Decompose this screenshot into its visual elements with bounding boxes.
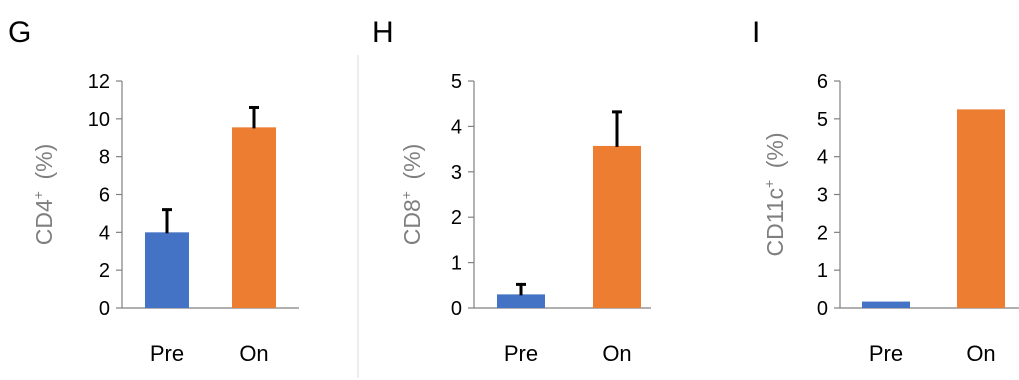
y-tick-label: 3 xyxy=(451,162,462,184)
bar-on xyxy=(593,145,641,308)
y-tick-label: 4 xyxy=(99,222,110,244)
y-tick-label: 4 xyxy=(451,116,462,138)
bar-on xyxy=(957,109,1005,308)
panel-h: H 0 1 2 3 4 5 Pre On CD8+ (%) xyxy=(372,16,651,366)
bar-on xyxy=(232,127,276,309)
y-tick-label: 5 xyxy=(817,109,828,131)
panel-label: H xyxy=(372,16,394,49)
bar-pre xyxy=(145,232,189,308)
panel-g: G 0 2 4 6 8 10 12 Pre On CD4+ (%) xyxy=(8,16,299,366)
y-tick-label: 3 xyxy=(817,185,828,207)
x-category-label: On xyxy=(239,341,268,366)
bar-pre xyxy=(862,301,910,308)
y-tick-label: 0 xyxy=(817,298,828,320)
y-tick-label: 8 xyxy=(99,147,110,169)
y-tick-label: 12 xyxy=(88,71,110,93)
x-category-label: Pre xyxy=(869,341,903,366)
x-category-label: Pre xyxy=(150,341,184,366)
y-axis-label: CD11c+ (%) xyxy=(761,132,788,256)
y-tick-label: 2 xyxy=(817,222,828,244)
panel-label: I xyxy=(752,16,760,49)
panel-label: G xyxy=(8,16,31,49)
y-tick-label: 2 xyxy=(451,207,462,229)
y-axis-label: CD8+ (%) xyxy=(398,144,425,245)
y-tick-label: 0 xyxy=(451,298,462,320)
y-tick-label: 6 xyxy=(817,71,828,93)
y-tick-label: 1 xyxy=(817,260,828,282)
y-tick-label: 6 xyxy=(99,185,110,207)
y-tick-label: 5 xyxy=(451,71,462,93)
bar-pre xyxy=(497,294,545,308)
x-category-label: On xyxy=(602,341,631,366)
y-tick-label: 1 xyxy=(451,253,462,275)
y-axis-label: CD4+ (%) xyxy=(30,144,57,245)
x-category-label: Pre xyxy=(504,341,538,366)
y-tick-label: 4 xyxy=(817,147,828,169)
panel-i: I 0 1 2 3 4 5 6 Pre On CD11c+ (%) xyxy=(752,16,1019,366)
x-category-label: On xyxy=(966,341,995,366)
y-tick-label: 10 xyxy=(88,109,110,131)
y-tick-label: 2 xyxy=(99,260,110,282)
y-tick-label: 0 xyxy=(99,298,110,320)
